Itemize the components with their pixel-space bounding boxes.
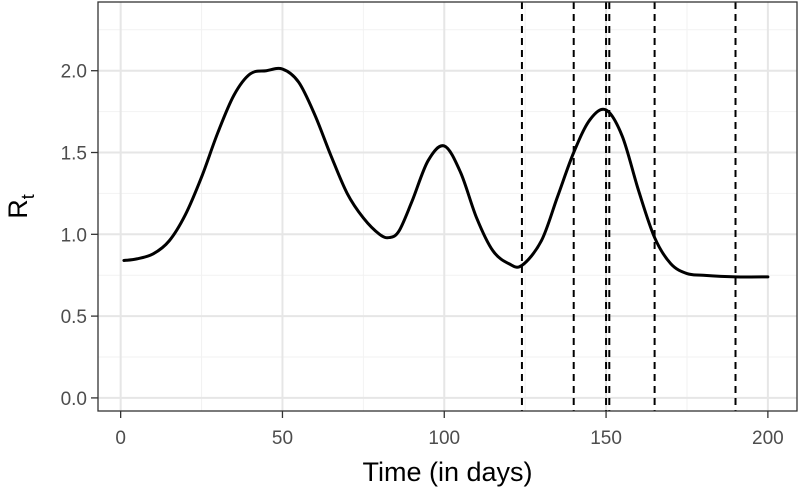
y-axis-title-main: R xyxy=(3,199,33,219)
y-tick-label: 0.5 xyxy=(61,307,87,328)
x-tick-label: 150 xyxy=(590,428,622,449)
y-tick-label: 1.0 xyxy=(61,225,87,246)
x-axis-title: Time (in days) xyxy=(362,457,532,487)
x-tick-label: 0 xyxy=(115,428,126,449)
x-tick-label: 200 xyxy=(752,428,784,449)
y-axis-title-subscript: t xyxy=(18,194,38,199)
y-axis-ticks: 0.0 0.5 1.0 1.5 2.0 xyxy=(61,62,98,410)
plot-panel-border xyxy=(97,1,798,412)
dashed-vertical-lines xyxy=(520,2,737,411)
rt-series-line xyxy=(122,66,770,279)
y-tick-label: 0.0 xyxy=(61,389,87,410)
plot-panel xyxy=(98,2,797,411)
x-axis-ticks: 0 50 100 150 200 xyxy=(115,411,784,449)
major-gridlines xyxy=(98,2,797,411)
y-axis-title: Rt xyxy=(3,194,38,219)
y-tick-label: 2.0 xyxy=(61,62,87,83)
y-tick-label: 1.5 xyxy=(61,144,87,165)
x-tick-label: 100 xyxy=(428,428,460,449)
x-tick-label: 50 xyxy=(272,428,293,449)
